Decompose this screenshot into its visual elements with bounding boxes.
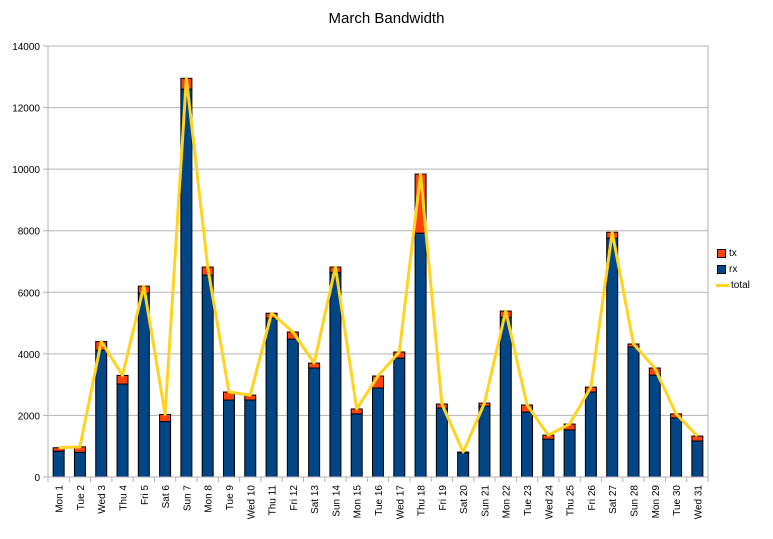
y-tick-label: 10000: [12, 165, 40, 176]
legend-item-tx: tx: [716, 245, 750, 261]
rx-bar: [73, 451, 86, 478]
x-tick-label: Mon 29: [651, 485, 662, 519]
x-tick-label: Tue 2: [76, 485, 87, 511]
x-tick-label: Tue 9: [225, 485, 236, 511]
tx-swatch-icon: [717, 248, 726, 258]
rx-bar: [329, 271, 342, 478]
x-tick-label: Tue 16: [374, 485, 385, 516]
x-tick-label: Sun 7: [182, 485, 193, 512]
rx-bar: [308, 367, 321, 478]
x-tick-label: Wed 24: [544, 485, 555, 520]
rx-bar: [435, 407, 448, 478]
chart-title: March Bandwidth: [328, 10, 445, 27]
x-tick-label: Sun 21: [480, 485, 491, 517]
x-tick-label: Mon 8: [204, 485, 215, 513]
rx-bar: [95, 349, 108, 478]
x-tick-label: Sun 28: [629, 485, 640, 517]
x-tick-label: Mon 1: [55, 485, 66, 513]
rx-bar: [521, 411, 534, 478]
rx-bar: [627, 346, 640, 478]
y-tick-label: 6000: [18, 288, 41, 299]
y-tick-label: 12000: [12, 104, 40, 115]
rx-bar: [116, 383, 129, 478]
x-tick-label: Sat 13: [310, 485, 321, 514]
rx-bar: [414, 232, 427, 478]
rx-bar: [393, 357, 406, 478]
y-tick-label: 14000: [12, 42, 40, 53]
legend-label: rx: [729, 263, 738, 275]
rx-bar: [606, 237, 619, 478]
rx-bar: [52, 450, 65, 478]
x-tick-label: Fri 19: [438, 485, 449, 511]
legend-label: total: [731, 279, 750, 291]
rx-bar: [265, 317, 278, 478]
rx-bar: [670, 417, 683, 478]
x-tick-label: Sat 27: [608, 485, 619, 514]
y-tick-label: 0: [34, 473, 40, 484]
x-tick-label: Sat 20: [459, 485, 470, 514]
x-tick-label: Fri 5: [140, 485, 151, 505]
rx-bar: [201, 274, 214, 478]
total-line-icon: [716, 283, 729, 287]
y-axis: 0 2000 4000 6000 8000 10000 12000 14000: [12, 42, 49, 484]
x-tick-label: Wed 10: [246, 485, 257, 520]
rx-bar: [478, 405, 491, 478]
x-tick-label: Thu 18: [417, 485, 428, 517]
rx-bar: [244, 399, 257, 478]
x-axis: Mon 1 Tue 2 Wed 3 Thu 4 Fri 5 Sat 6 Sun 7 Mon 8…: [47, 476, 709, 520]
x-tick-label: Tue 30: [672, 485, 683, 516]
y-tick-label: 2000: [18, 411, 41, 422]
rx-bar: [350, 413, 363, 478]
total-line: [58, 76, 699, 454]
y-tick-label: 8000: [18, 227, 41, 238]
legend: tx rx total: [716, 245, 750, 293]
x-tick-label: Thu 4: [119, 485, 130, 511]
x-tick-label: Sun 14: [331, 485, 342, 517]
x-tick-label: Tue 23: [523, 485, 534, 516]
rx-bar: [542, 438, 555, 478]
rx-bar: [222, 399, 235, 478]
legend-item-rx: rx: [716, 261, 750, 277]
legend-item-total: total: [716, 277, 750, 293]
rx-bar: [563, 429, 576, 478]
tx-bar: [691, 435, 704, 442]
legend-label: tx: [729, 247, 737, 259]
rx-bar: [499, 316, 512, 478]
rx-bar: [648, 374, 661, 478]
rx-bar: [286, 338, 299, 478]
rx-bar: [457, 452, 470, 478]
x-tick-label: Thu 25: [566, 485, 577, 517]
rx-swatch-icon: [717, 264, 726, 274]
rx-bar: [691, 440, 704, 478]
x-tick-label: Mon 15: [353, 485, 364, 519]
x-tick-label: Wed 31: [693, 485, 704, 520]
x-tick-label: Wed 3: [97, 485, 108, 514]
rx-bar: [137, 292, 150, 478]
x-tick-label: Fri 26: [587, 485, 598, 511]
y-tick-label: 4000: [18, 350, 41, 361]
rx-bar: [584, 391, 597, 478]
x-tick-label: Fri 12: [289, 485, 300, 511]
x-tick-label: Sat 6: [161, 485, 172, 509]
x-tick-label: Wed 17: [395, 485, 406, 520]
total-polyline: [58, 76, 699, 454]
rx-bar: [372, 387, 384, 478]
x-tick-label: Thu 11: [268, 485, 279, 516]
x-tick-label: Mon 22: [502, 485, 513, 519]
rx-bar: [159, 421, 172, 478]
